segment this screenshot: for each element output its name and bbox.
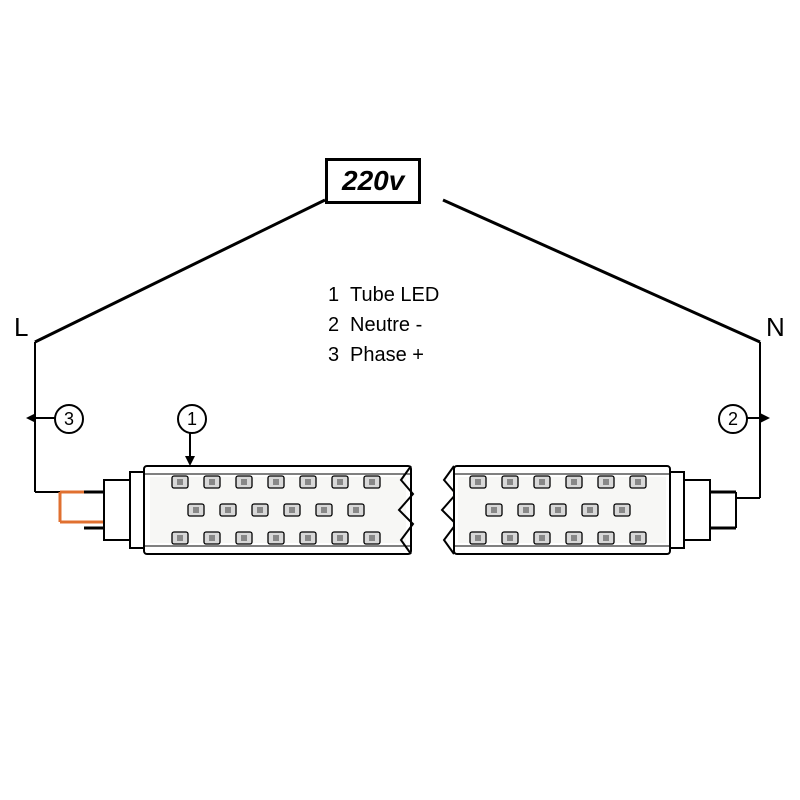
led-tube bbox=[0, 0, 800, 800]
